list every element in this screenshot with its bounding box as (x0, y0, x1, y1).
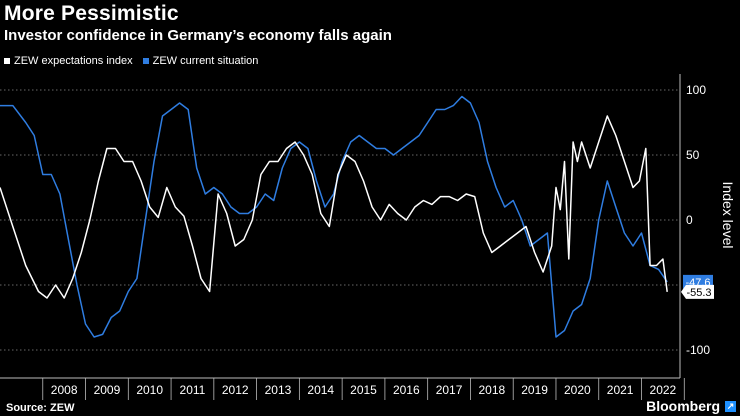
y-tick-label: 50 (686, 148, 700, 162)
chart-subtitle: Investor confidence in Germany’s economy… (4, 27, 392, 44)
source-note: Source: ZEW (6, 402, 75, 414)
legend: ZEW expectations index ZEW current situa… (4, 55, 268, 67)
x-tick-label: 2021 (607, 383, 634, 397)
x-tick-label: 2013 (265, 383, 292, 397)
x-tick-label: 2012 (222, 383, 249, 397)
end-label-expectations-box (681, 284, 714, 299)
y-axis-title: Index level (720, 182, 736, 249)
expand-icon: ↗ (725, 400, 736, 412)
y-tick-label: 0 (686, 213, 693, 227)
x-tick-label: 2009 (94, 383, 121, 397)
x-tick-label: 2019 (521, 383, 548, 397)
y-tick-label: -100 (686, 343, 710, 357)
legend-swatch-current (142, 58, 149, 64)
brand-label: Bloomberg (646, 398, 720, 414)
legend-item-expectations: ZEW expectations index (4, 55, 133, 67)
legend-label-expectations: ZEW expectations index (14, 55, 133, 67)
chart-title: More Pessimistic (4, 2, 179, 25)
x-tick-label: 2011 (180, 383, 206, 397)
x-tick-label: 2016 (393, 383, 420, 397)
x-tick-label: 2010 (136, 383, 163, 397)
legend-item-current: ZEW current situation (142, 55, 259, 67)
series-line-expectations (0, 115, 668, 299)
legend-label-current: ZEW current situation (152, 55, 259, 67)
y-tick-label: 100 (686, 83, 706, 97)
x-tick-label: 2018 (478, 383, 505, 397)
x-tick-label: 2014 (307, 383, 334, 397)
x-tick-label: 2008 (51, 383, 78, 397)
legend-swatch-expectations (4, 58, 10, 64)
x-tick-label: 2015 (350, 383, 377, 397)
end-label-expectations: -55.3 (686, 287, 711, 299)
x-tick-label: 2017 (436, 383, 463, 397)
x-tick-label: 2020 (564, 383, 591, 397)
x-tick-label: 2022 (650, 383, 677, 397)
brand-logo: Bloomberg ↗ (646, 398, 736, 414)
